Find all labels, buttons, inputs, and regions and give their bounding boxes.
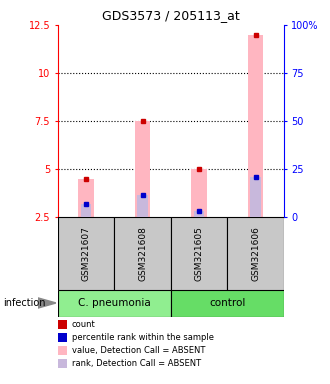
Text: GSM321608: GSM321608 — [138, 226, 147, 281]
Bar — [137, 195, 148, 217]
Bar — [248, 35, 263, 217]
Bar — [78, 179, 94, 217]
Bar — [114, 217, 171, 290]
Bar — [135, 121, 150, 217]
Text: percentile rank within the sample: percentile rank within the sample — [72, 333, 214, 342]
Text: C. pneumonia: C. pneumonia — [78, 298, 150, 308]
Bar — [191, 169, 207, 217]
Text: value, Detection Call = ABSENT: value, Detection Call = ABSENT — [72, 346, 205, 355]
Bar — [58, 217, 114, 290]
Text: GSM321605: GSM321605 — [194, 226, 204, 281]
Text: count: count — [72, 320, 96, 329]
Bar — [81, 204, 91, 217]
Text: infection: infection — [3, 298, 46, 308]
Bar — [171, 217, 227, 290]
Bar — [171, 290, 284, 317]
Text: GSM321607: GSM321607 — [82, 226, 90, 281]
Bar — [194, 211, 204, 217]
Title: GDS3573 / 205113_at: GDS3573 / 205113_at — [102, 9, 240, 22]
Text: GSM321606: GSM321606 — [251, 226, 260, 281]
Bar — [250, 177, 261, 217]
Bar — [227, 217, 284, 290]
Text: rank, Detection Call = ABSENT: rank, Detection Call = ABSENT — [72, 359, 201, 368]
Bar — [58, 290, 171, 317]
Polygon shape — [38, 298, 56, 308]
Text: control: control — [209, 298, 246, 308]
